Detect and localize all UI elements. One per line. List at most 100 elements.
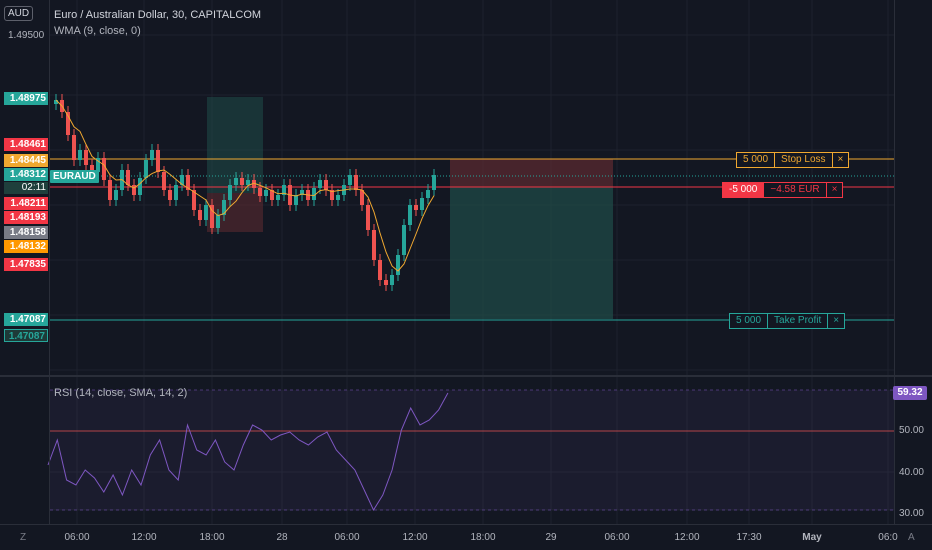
price-label: 1.48211 — [4, 197, 48, 210]
candle-body — [222, 200, 226, 215]
price-label: 1.48158 — [4, 226, 48, 239]
time-label: May — [802, 532, 822, 543]
candle-body — [150, 150, 154, 160]
take-profit-label[interactable]: Take Profit — [768, 314, 829, 328]
time-label: 12:00 — [674, 532, 700, 543]
rsi-legend[interactable]: RSI (14, close, SMA, 14, 2) — [54, 387, 188, 399]
candle-body — [174, 185, 178, 200]
price-label: 1.48312 — [4, 168, 48, 181]
symbol-badge: EURAUD — [50, 170, 99, 183]
time-label: 17:30 — [736, 532, 762, 543]
candle-body — [366, 205, 370, 230]
rsi-value-label: 59.32 — [893, 386, 927, 400]
time-label: 29 — [545, 532, 557, 543]
candle-body — [66, 112, 70, 135]
candle-body — [252, 180, 256, 188]
symbol-title[interactable]: Euro / Australian Dollar, 30, CAPITALCOM — [54, 9, 262, 21]
candle-body — [234, 178, 238, 185]
candle-body — [318, 180, 322, 188]
price-label: 1.47835 — [4, 258, 48, 271]
candle-body — [402, 225, 406, 255]
candle-body — [144, 160, 148, 178]
time-label: 12:00 — [402, 532, 428, 543]
candle-body — [132, 185, 136, 195]
currency-badge[interactable]: AUD — [4, 6, 34, 21]
candle-body — [330, 190, 334, 200]
candle-body — [264, 190, 268, 196]
candle-body — [300, 190, 304, 195]
bar-countdown: 02:11 — [4, 182, 48, 194]
short-position-target-zone — [450, 187, 613, 319]
candle-body — [270, 190, 274, 200]
take-profit-order[interactable]: 5 000 Take Profit × — [729, 313, 846, 329]
candle-body — [54, 100, 58, 104]
candle-body — [378, 260, 382, 280]
candle-body — [240, 178, 244, 185]
candle-body — [294, 195, 298, 205]
candle-body — [414, 205, 418, 210]
candle-body — [354, 175, 358, 190]
stop-loss-label[interactable]: Stop Loss — [775, 153, 833, 167]
long-position-stop-zone — [207, 193, 263, 232]
candle-body — [84, 150, 88, 165]
rsi-band — [50, 390, 894, 510]
candle-body — [114, 190, 118, 200]
position-close-icon[interactable]: × — [831, 184, 838, 195]
zoom-icon[interactable]: Z — [20, 532, 27, 543]
price-label: 1.48975 — [4, 92, 48, 105]
position-order[interactable]: -5 000 −4.58 EUR × — [722, 182, 844, 198]
short-position-stop-zone — [450, 159, 613, 187]
candle-body — [168, 190, 172, 200]
time-label: 28 — [276, 532, 288, 543]
auto-scale-icon[interactable]: A — [908, 532, 915, 543]
candle-body — [90, 165, 94, 172]
wma-line — [55, 99, 435, 272]
candle-body — [258, 188, 262, 196]
wma-legend[interactable]: WMA (9, close, 0) — [54, 25, 141, 37]
position-qty[interactable]: -5 000 — [723, 183, 765, 197]
candle-body — [360, 190, 364, 205]
candle-body — [396, 255, 400, 275]
candle-body — [180, 175, 184, 185]
candle-body — [204, 205, 208, 220]
candle-body — [390, 275, 394, 285]
take-profit-qty[interactable]: 5 000 — [730, 314, 769, 328]
candle-body — [408, 205, 412, 225]
take-profit-close-icon[interactable]: × — [833, 315, 840, 326]
candle-body — [228, 185, 232, 200]
candle-body — [282, 185, 286, 195]
candle-body — [156, 150, 160, 172]
time-label: 18:00 — [199, 532, 225, 543]
time-label: 06:00 — [334, 532, 360, 543]
rsi-tick-40: 40.00 — [898, 467, 924, 478]
time-label: 18:00 — [470, 532, 496, 543]
candle-body — [108, 180, 112, 200]
candle-body — [102, 158, 106, 180]
time-label: 12:00 — [131, 532, 157, 543]
candle-body — [336, 195, 340, 200]
stop-loss-qty[interactable]: 5 000 — [737, 153, 776, 167]
price-axis-label-top: 1.49500 — [8, 30, 45, 41]
price-label: 1.48193 — [4, 211, 48, 224]
candle-body — [126, 170, 130, 185]
candle-body — [420, 198, 424, 210]
position-pnl[interactable]: −4.58 EUR — [764, 183, 827, 197]
price-label: 1.48461 — [4, 138, 48, 151]
candle-body — [96, 158, 100, 172]
candle-body — [372, 230, 376, 260]
candle-body — [276, 195, 280, 200]
candle-body — [162, 172, 166, 190]
candle-body — [72, 135, 76, 160]
stop-loss-close-icon[interactable]: × — [837, 154, 844, 165]
candle-body — [324, 180, 328, 190]
time-label: 06:00 — [64, 532, 90, 543]
candle-body — [348, 175, 352, 185]
price-label: 1.48445 — [4, 154, 48, 167]
stop-loss-order[interactable]: 5 000 Stop Loss × — [736, 152, 850, 168]
candle-body — [216, 215, 220, 228]
candle-body — [210, 205, 214, 228]
candle-body — [198, 210, 202, 220]
price-label: 1.47087 — [4, 313, 48, 326]
candle-body — [138, 178, 142, 195]
